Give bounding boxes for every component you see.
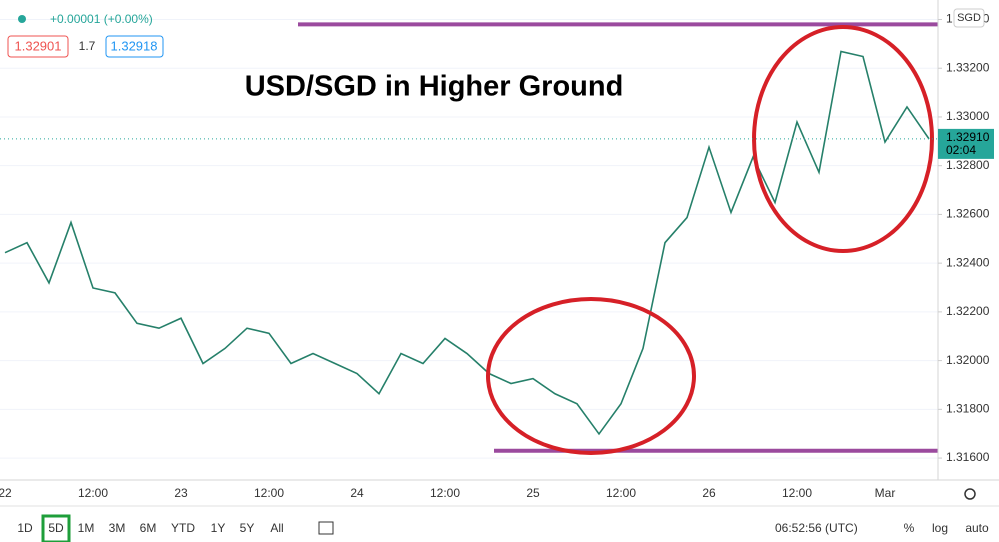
- bid-price: 1.32901: [15, 38, 62, 53]
- range-button[interactable]: YTD: [171, 521, 195, 535]
- x-tick-label: 12:00: [430, 486, 460, 500]
- spread: 1.7: [79, 39, 96, 53]
- y-tick-label: 1.33200: [946, 60, 990, 74]
- currency: SGD: [957, 12, 981, 24]
- x-tick-label: 12:00: [254, 486, 284, 500]
- x-tick-label: 26: [702, 486, 716, 500]
- grid: [0, 18, 938, 459]
- range-button[interactable]: 1D: [17, 521, 33, 535]
- currency-box: [953, 8, 985, 28]
- range-button[interactable]: 3M: [109, 521, 126, 535]
- ask-price: 1.32918: [111, 38, 158, 53]
- y-tick-label: 1.32800: [946, 158, 990, 172]
- range-button[interactable]: 5Y: [240, 521, 255, 535]
- x-tick-label: 12:00: [78, 486, 108, 500]
- change-label: +0.00001 (+0.00%): [50, 12, 153, 26]
- x-tick-label: 12:00: [606, 486, 636, 500]
- bid-box[interactable]: [7, 35, 69, 58]
- scale-option[interactable]: auto: [965, 521, 989, 535]
- chart-title: USD/SGD in Higher Ground: [245, 71, 624, 103]
- range-button[interactable]: 5D: [48, 521, 64, 535]
- y-tick-label: 1.32600: [946, 207, 990, 221]
- range-button[interactable]: 1M: [78, 521, 95, 535]
- y-tick-label: 1.31800: [946, 402, 990, 416]
- last-price-box: [938, 128, 994, 159]
- countdown: 02:04: [946, 143, 976, 157]
- scale-option[interactable]: %: [904, 521, 915, 535]
- range-button[interactable]: 6M: [140, 521, 157, 535]
- x-tick-label: 23: [174, 486, 188, 500]
- gear: [964, 488, 976, 500]
- x-tick-label: 25: [526, 486, 540, 500]
- scale-option[interactable]: log: [932, 521, 948, 535]
- y-tick-label: 1.32400: [946, 255, 990, 269]
- y-tick-label: 1.32000: [946, 353, 990, 367]
- ask-box[interactable]: [105, 35, 164, 58]
- status-dot: [18, 15, 26, 23]
- highlight-ellipse: [486, 297, 696, 455]
- compare-icon[interactable]: [318, 521, 334, 535]
- settings-icon[interactable]: [964, 488, 976, 500]
- price-line: [4, 50, 930, 436]
- x-tick-label: 24: [350, 486, 364, 500]
- range-button[interactable]: 1Y: [211, 521, 226, 535]
- y-tick-label: 1.33000: [946, 109, 990, 123]
- icon-shape: [318, 521, 334, 535]
- selected-range-box: [41, 514, 71, 542]
- y-axis: 1.31600 1.31800 1.32000 1.32200 1.32400 1.326…: [938, 12, 990, 464]
- x-tick-label: 12:00: [782, 486, 812, 500]
- clock: 06:52:56 (UTC): [775, 521, 858, 535]
- last-price-label: 1.32910: [946, 130, 990, 144]
- toolbar: 1D 5D 1M 3M 6M YTD 1Y 5Y All 06:52:56 (UTC)% log au…: [17, 514, 989, 542]
- range-button[interactable]: All: [270, 521, 283, 535]
- x-tick-label: Mar: [875, 486, 896, 500]
- y-tick-label: 1.31600: [946, 450, 990, 464]
- y-tick-label: 1.32200: [946, 304, 990, 318]
- x-tick-label: 22: [0, 486, 12, 500]
